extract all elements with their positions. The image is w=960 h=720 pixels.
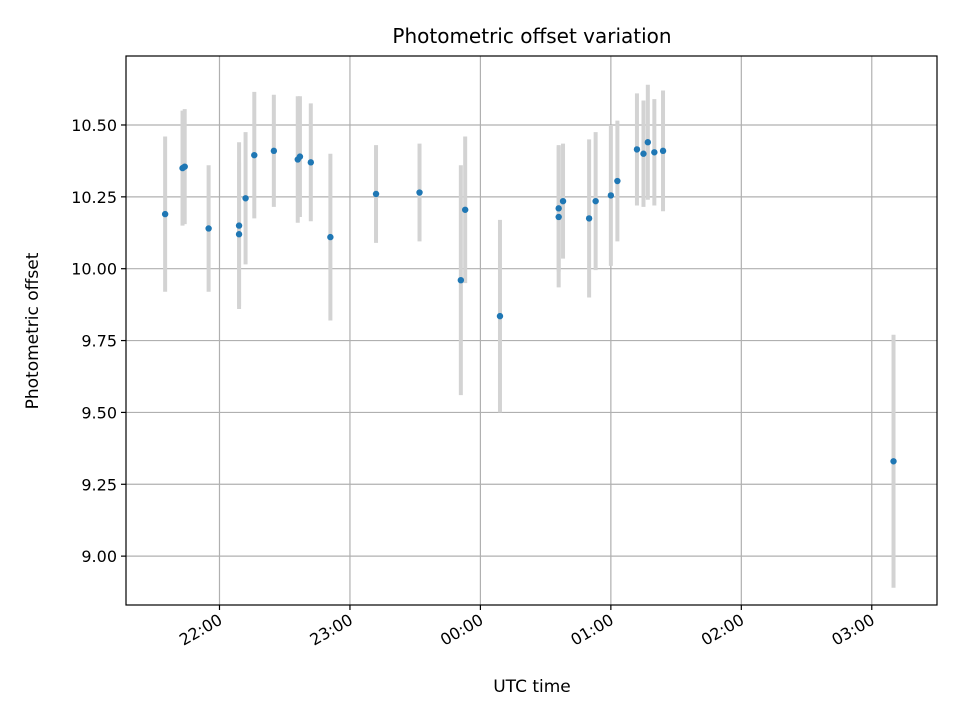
data-point (205, 225, 212, 232)
y-tick-label: 9.75 (81, 332, 117, 351)
x-tick-label: 23:00 (307, 610, 356, 650)
data-point (161, 210, 169, 218)
data-point (461, 206, 469, 213)
data-point (633, 146, 641, 153)
data-point (555, 205, 562, 212)
data-point (307, 159, 315, 166)
x-tick-label: 22:00 (176, 610, 225, 650)
data-point (235, 231, 243, 238)
errorbars (163, 84, 896, 588)
data-point (659, 147, 667, 155)
data-point (296, 153, 304, 160)
plot-frame (125, 55, 938, 606)
ticks: 9.00 9.25 9.50 9.75 10.00 10.25 10.50 22:00 23:0… (71, 116, 878, 650)
data-point (592, 197, 599, 205)
grid (126, 56, 937, 605)
data-point (585, 215, 593, 222)
y-tick-label: 9.50 (81, 403, 117, 422)
data-point (251, 151, 258, 159)
data-point (242, 195, 249, 202)
y-tick-label: 10.25 (71, 188, 117, 207)
data-point (651, 149, 658, 156)
data-point (327, 233, 334, 241)
y-tick-label: 10.50 (71, 116, 117, 135)
x-tick-label: 01:00 (567, 610, 616, 650)
data-point (890, 458, 897, 465)
data-points (161, 139, 897, 465)
x-axis-label: UTC time (493, 677, 571, 697)
data-point (372, 190, 380, 198)
x-tick-label: 03:00 (828, 610, 877, 650)
data-point (235, 222, 243, 229)
x-tick-label: 02:00 (698, 610, 747, 650)
data-point (644, 139, 652, 146)
y-tick-label: 9.00 (81, 547, 117, 566)
data-point (555, 213, 562, 221)
data-point (496, 312, 504, 320)
chart-title: Photometric offset variation (392, 24, 671, 48)
data-point (270, 147, 278, 155)
data-point (614, 177, 621, 185)
data-point (607, 192, 615, 199)
data-point (640, 150, 647, 157)
y-axis-label: Photometric offset (23, 252, 43, 409)
data-point (457, 276, 465, 284)
y-tick-label: 10.00 (71, 260, 117, 279)
data-point (559, 197, 567, 205)
data-point (416, 189, 423, 196)
x-tick-label: 00:00 (437, 610, 486, 650)
y-tick-label: 9.25 (81, 475, 117, 494)
data-point (181, 163, 188, 170)
